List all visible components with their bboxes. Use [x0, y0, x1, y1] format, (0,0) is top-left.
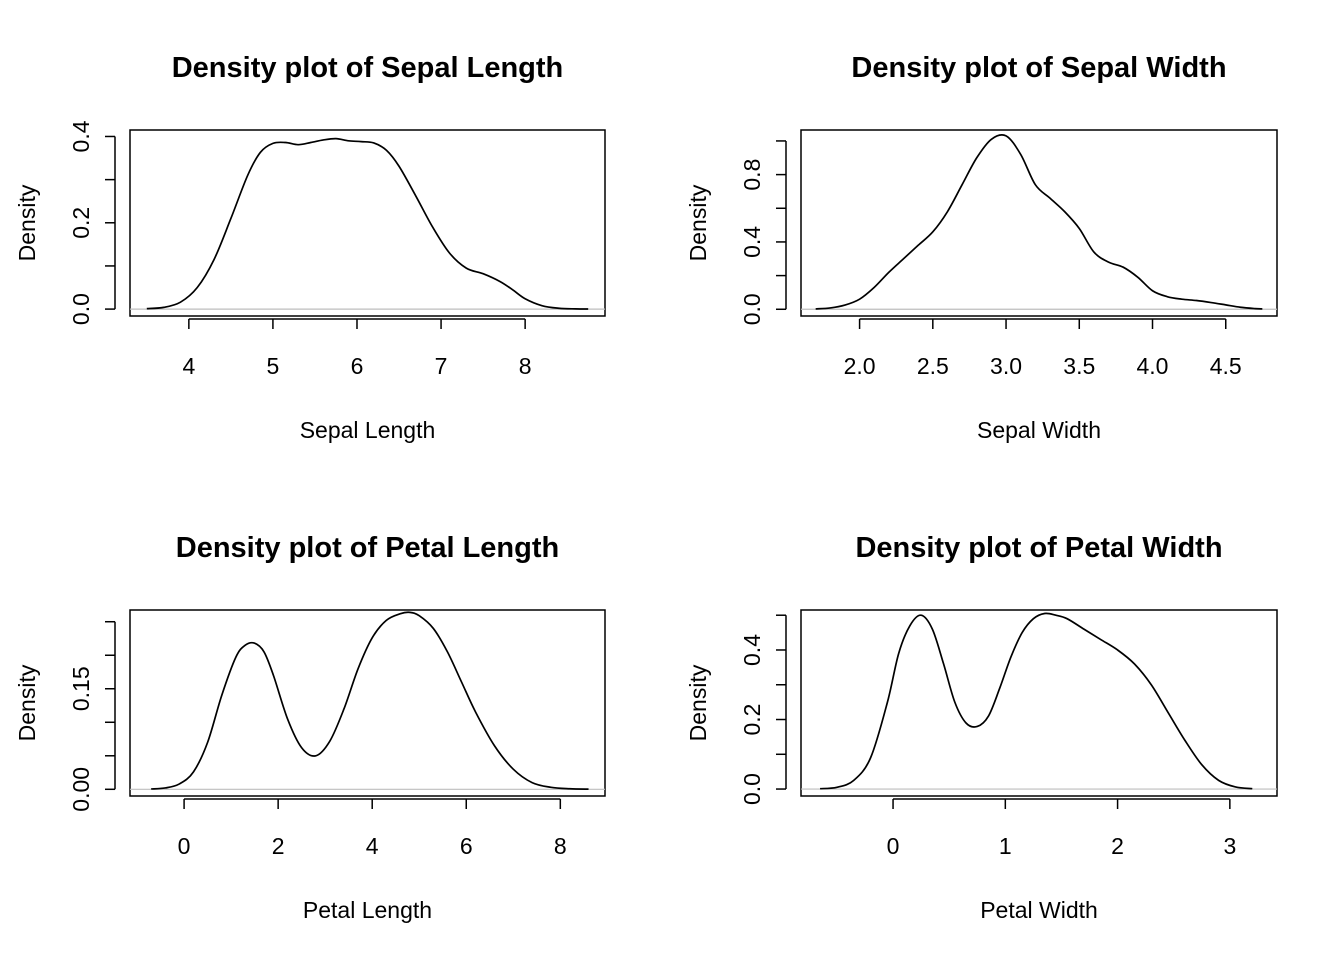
y-tick-label: 0.0	[68, 293, 94, 325]
x-axis-label: Petal Length	[303, 897, 432, 923]
x-tick-label: 2	[1111, 833, 1124, 859]
plot-title: Density plot of Petal Length	[176, 532, 559, 564]
panel-petal-width: Density plot of Petal Width Petal Width …	[685, 532, 1278, 923]
x-tick-label: 8	[554, 833, 567, 859]
density-curve	[146, 137, 589, 310]
y-tick-label: 0.15	[68, 666, 94, 711]
panel-sepal-width: Density plot of Sepal Width Sepal Width …	[685, 52, 1278, 443]
plot-frame	[800, 129, 1278, 317]
x-tick-label: 4.0	[1137, 353, 1169, 379]
x-tick-label: 6	[351, 353, 364, 379]
x-tick-label: 2.5	[917, 353, 949, 379]
density-curve	[815, 133, 1263, 310]
y-axis-label: Density	[14, 664, 40, 741]
plot-title: Density plot of Sepal Width	[851, 52, 1226, 84]
x-tick-label: 4	[182, 353, 195, 379]
y-axis-label: Density	[685, 664, 711, 741]
plot-frame	[129, 609, 606, 797]
density-curve	[820, 612, 1253, 790]
x-tick-label: 3.0	[990, 353, 1022, 379]
y-axis-label: Density	[685, 184, 711, 261]
y-tick-label: 0.0	[739, 773, 765, 805]
x-axis-label: Sepal Width	[977, 417, 1101, 443]
plot-title: Density plot of Sepal Length	[172, 52, 564, 84]
y-tick-label: 0.2	[739, 704, 765, 736]
x-tick-label: 2	[272, 833, 285, 859]
y-tick-label: 0.8	[739, 159, 765, 191]
y-tick-label: 0.4	[739, 226, 765, 258]
y-tick-label: 0.00	[68, 767, 94, 812]
y-tick-label: 0.4	[739, 634, 765, 666]
x-tick-label: 4	[366, 833, 379, 859]
x-tick-label: 1	[999, 833, 1012, 859]
y-tick-label: 0.2	[68, 207, 94, 239]
x-tick-label: 0	[887, 833, 900, 859]
x-axis-label: Petal Width	[980, 897, 1098, 923]
panel-petal-length: Density plot of Petal Length Petal Lengt…	[14, 532, 606, 923]
density-curve	[151, 611, 589, 791]
y-axis-label: Density	[14, 184, 40, 261]
x-tick-label: 6	[460, 833, 473, 859]
x-tick-label: 0	[178, 833, 191, 859]
x-axis-label: Sepal Length	[300, 417, 436, 443]
y-tick-label: 0.4	[68, 120, 94, 152]
y-tick-label: 0.0	[739, 293, 765, 325]
plot-title: Density plot of Petal Width	[855, 532, 1222, 564]
x-tick-label: 7	[435, 353, 448, 379]
plot-frame	[129, 129, 606, 317]
x-tick-label: 3.5	[1063, 353, 1095, 379]
x-tick-label: 5	[267, 353, 280, 379]
plot-frame	[800, 609, 1278, 797]
x-tick-label: 4.5	[1210, 353, 1242, 379]
x-tick-label: 3	[1223, 833, 1236, 859]
panel-sepal-length: Density plot of Sepal Length Sepal Lengt…	[14, 52, 606, 443]
x-tick-label: 2.0	[844, 353, 876, 379]
x-tick-label: 8	[519, 353, 532, 379]
